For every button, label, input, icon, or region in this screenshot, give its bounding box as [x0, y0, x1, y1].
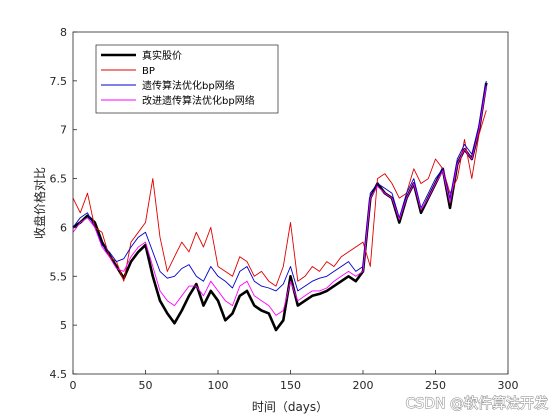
series-line-1 [72, 110, 487, 287]
y-tick-label: 5 [60, 319, 67, 332]
x-tick-label: 150 [280, 379, 301, 392]
y-axis-label: 收盘价格对比 [32, 167, 47, 239]
legend-label-3: 改进遗传算法优化bp网络 [142, 94, 255, 107]
x-tick-label: 300 [498, 379, 519, 392]
y-tick-label: 8 [60, 26, 67, 39]
y-tick-label: 7 [60, 124, 67, 137]
series-line-3 [72, 85, 487, 316]
y-tick-label: 7.5 [50, 75, 68, 88]
legend-box [95, 44, 279, 114]
legend-label-2: 遗传算法优化bp网络 [142, 79, 235, 92]
x-axis-label: 时间（days） [252, 400, 328, 414]
x-tick-label: 0 [70, 379, 77, 392]
series-lines [72, 80, 488, 332]
axis-ticks: 0 50 100 150 200 250 300 4.5 5 5.5 6 6.5 7 7.5 8 [50, 26, 519, 392]
x-tick-label: 200 [353, 379, 374, 392]
x-tick-label: 100 [208, 379, 229, 392]
series-line-2 [72, 80, 487, 292]
x-tick-label: 50 [139, 379, 153, 392]
legend-label-0: 真实股价 [142, 49, 182, 62]
legend-label-1: BP [142, 66, 155, 77]
x-tick-label: 250 [425, 379, 446, 392]
y-tick-label: 5.5 [50, 270, 68, 283]
watermark: CSDN @软件算法开发 [406, 396, 548, 412]
y-tick-label: 6 [60, 221, 67, 234]
y-tick-label: 6.5 [50, 173, 68, 186]
y-tick-label: 4.5 [50, 368, 68, 381]
